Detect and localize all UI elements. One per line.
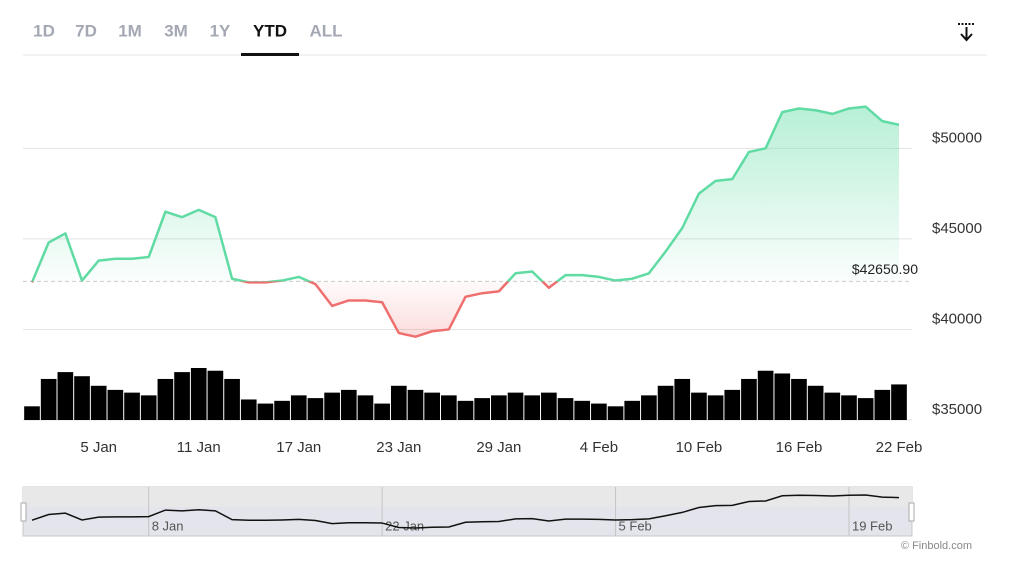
navigator-handle[interactable] <box>20 502 27 522</box>
volume-bar <box>157 378 174 420</box>
volume-bar <box>90 385 107 420</box>
volume-bar <box>457 400 474 420</box>
y-tick-label: $50000 <box>932 129 982 146</box>
volume-bar <box>190 368 207 420</box>
price-line <box>30 105 900 338</box>
volume-bar <box>340 389 357 420</box>
tab[interactable]: 1M <box>118 21 142 40</box>
volume-bar <box>774 373 791 420</box>
volume-bar <box>541 392 557 420</box>
volume-bar <box>807 385 824 420</box>
volume-bar <box>574 400 591 420</box>
volume-bar <box>557 398 574 420</box>
volume-bar <box>741 378 757 420</box>
volume-bar <box>657 385 674 420</box>
baseline-label: $42650.90 <box>852 261 918 277</box>
tab[interactable]: 1Y <box>210 21 231 40</box>
volume-bar <box>374 403 390 420</box>
volume-bar <box>40 378 57 420</box>
navigator-handle[interactable] <box>908 502 915 522</box>
volume-bar <box>140 395 157 420</box>
volume-bar <box>624 400 641 420</box>
x-tick-label: 16 Feb <box>776 439 823 456</box>
download-icon[interactable] <box>958 23 975 42</box>
volume-bar <box>591 403 607 420</box>
volume-bar <box>857 398 874 420</box>
volume-bar <box>440 395 457 420</box>
volume-bar <box>24 406 40 420</box>
x-tick-label: 22 Feb <box>876 439 923 456</box>
volume-bar <box>307 398 324 420</box>
volume-bar <box>674 378 691 420</box>
x-tick-label: 11 Jan <box>177 439 221 456</box>
volume-bar <box>357 395 374 420</box>
x-tick-label: 23 Jan <box>376 439 421 456</box>
volume-bar <box>724 389 741 420</box>
volume-bar <box>274 400 290 420</box>
volume-bar <box>791 378 807 420</box>
volume-bar <box>390 385 407 420</box>
x-tick-label: 29 Jan <box>476 439 521 456</box>
active-tab-underline <box>241 53 299 56</box>
volume-bar <box>507 392 524 420</box>
tab[interactable]: 1D <box>33 21 55 40</box>
volume-bar <box>124 392 140 420</box>
volume-bar <box>757 370 774 420</box>
volume-bar <box>174 372 190 420</box>
y-tick-label: $35000 <box>932 401 982 418</box>
volume-bar <box>891 384 907 420</box>
tab[interactable]: YTD <box>253 21 287 40</box>
volume-bar <box>691 392 707 420</box>
y-tick-label: $45000 <box>932 220 982 237</box>
volume-bar <box>224 378 240 420</box>
volume-bar <box>524 395 541 420</box>
tab[interactable]: 3M <box>164 21 188 40</box>
tab[interactable]: 7D <box>75 21 97 40</box>
volume-bar <box>707 395 724 420</box>
volume-bar <box>74 376 90 420</box>
x-tick-label: 17 Jan <box>276 439 321 456</box>
volume-bar <box>107 389 124 420</box>
volume-bar <box>57 372 74 420</box>
navigator-tick-label: 22 Jan <box>385 518 424 533</box>
volume-bar <box>424 392 440 420</box>
x-tick-label: 4 Feb <box>580 439 618 456</box>
price-area <box>32 106 899 337</box>
navigator-tick-label: 8 Jan <box>152 518 184 533</box>
y-tick-label: $40000 <box>932 310 982 327</box>
navigator-line <box>31 494 900 529</box>
volume-bar <box>491 395 507 420</box>
volume-bar <box>290 395 307 420</box>
volume-bar <box>874 389 891 420</box>
volume-bar <box>607 406 624 420</box>
volume-bar <box>841 395 857 420</box>
volume-bar <box>407 389 424 420</box>
tab[interactable]: ALL <box>309 21 342 40</box>
volume-bar <box>641 395 657 420</box>
navigator-tick-label: 19 Feb <box>852 518 892 533</box>
x-tick-label: 10 Feb <box>676 439 723 456</box>
volume-bar <box>324 392 340 420</box>
volume-bar <box>824 392 841 420</box>
credit: © Finbold.com <box>901 540 972 552</box>
volume-bar <box>257 403 274 420</box>
volume-bar <box>207 370 224 420</box>
navigator-top <box>23 487 912 507</box>
x-tick-label: 5 Jan <box>80 439 117 456</box>
volume-bar <box>474 398 491 420</box>
navigator-tick-label: 5 Feb <box>619 518 652 533</box>
volume-bar <box>240 399 257 420</box>
